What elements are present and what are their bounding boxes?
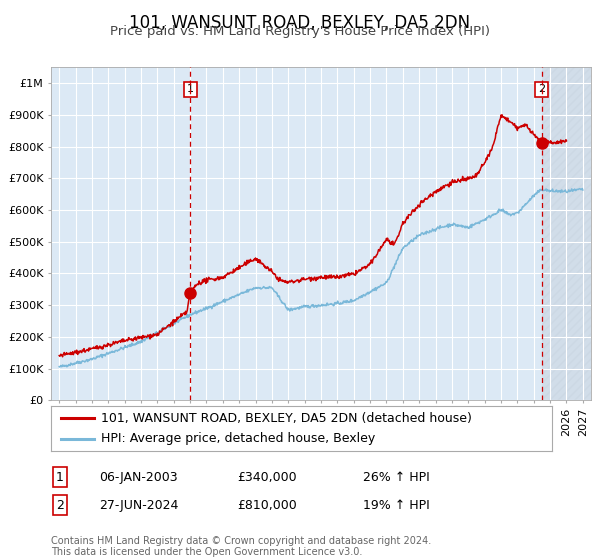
- Text: 06-JAN-2003: 06-JAN-2003: [99, 470, 178, 484]
- Text: HPI: Average price, detached house, Bexley: HPI: Average price, detached house, Bexl…: [101, 432, 376, 445]
- Text: £810,000: £810,000: [237, 498, 297, 512]
- Bar: [542, 67, 600, 400]
- Text: 101, WANSUNT ROAD, BEXLEY, DA5 2DN: 101, WANSUNT ROAD, BEXLEY, DA5 2DN: [130, 14, 470, 32]
- Text: 2: 2: [538, 85, 545, 95]
- Text: 27-JUN-2024: 27-JUN-2024: [99, 498, 178, 512]
- Text: 1: 1: [56, 470, 64, 484]
- Text: Contains HM Land Registry data © Crown copyright and database right 2024.
This d: Contains HM Land Registry data © Crown c…: [51, 535, 431, 557]
- Text: Price paid vs. HM Land Registry's House Price Index (HPI): Price paid vs. HM Land Registry's House …: [110, 25, 490, 38]
- Text: 2: 2: [56, 498, 64, 512]
- Text: 1: 1: [187, 85, 194, 95]
- Text: 101, WANSUNT ROAD, BEXLEY, DA5 2DN (detached house): 101, WANSUNT ROAD, BEXLEY, DA5 2DN (deta…: [101, 412, 472, 424]
- Text: £340,000: £340,000: [237, 470, 296, 484]
- Text: 26% ↑ HPI: 26% ↑ HPI: [363, 470, 430, 484]
- Text: 19% ↑ HPI: 19% ↑ HPI: [363, 498, 430, 512]
